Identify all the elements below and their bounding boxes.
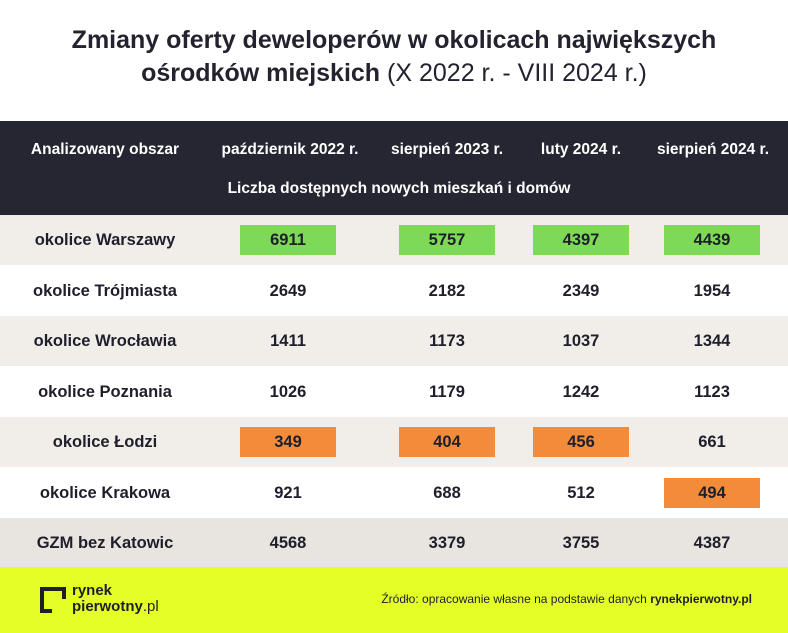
table-cell: 1173 <box>429 332 465 350</box>
table-cell: 5757 <box>399 225 495 255</box>
row-label: okolice Poznania <box>38 382 172 401</box>
row-label: okolice Wrocławia <box>33 332 177 350</box>
row-label: okolice Krakowa <box>39 483 171 502</box>
brand-logo-icon <box>40 587 66 613</box>
table-cell: 6911 <box>240 225 336 255</box>
brand-logo-text: rynek pierwotny.pl <box>72 583 159 615</box>
table-cell: 4387 <box>693 534 731 552</box>
table-cell: 1037 <box>562 332 600 350</box>
table-cell: 921 <box>274 483 302 502</box>
table-cell: 1411 <box>270 332 306 350</box>
table-row: okolice Łodzi 349 404 456 661 <box>0 417 788 467</box>
chart-title: Zmiany oferty deweloperów w okolicach na… <box>0 24 788 90</box>
title-line-1: Zmiany oferty deweloperów w okolicach na… <box>71 26 717 54</box>
table-cell: 512 <box>567 483 595 502</box>
logo-line-2: pierwotny.pl <box>72 599 159 615</box>
table-row: okolice Wrocławia 1411 1173 1037 1344 <box>0 316 788 366</box>
table-header: Analizowany obszar październik 2022 r. s… <box>0 121 788 215</box>
table-cell: 661 <box>698 433 726 451</box>
table-row: okolice Krakowa 921 688 512 494 <box>0 467 788 518</box>
title-line-2: ośrodków miejskich (X 2022 r. - VIII 202… <box>0 57 788 90</box>
table-cell: 1344 <box>693 332 731 350</box>
table-cell: 1242 <box>562 382 600 401</box>
row-label: GZM bez Katowic <box>36 534 174 552</box>
footer-bar: rynek pierwotny.pl Źródło: opracowanie w… <box>0 567 788 633</box>
logo-line-1: rynek <box>72 582 113 599</box>
table-cell: 1954 <box>693 281 731 300</box>
column-header: październik 2022 r. <box>221 141 359 158</box>
table-cell: 1179 <box>429 382 465 401</box>
table-row: okolice Warszawy 6911 5757 4397 4439 <box>0 215 788 265</box>
row-label: okolice Trójmiasta <box>33 281 177 300</box>
table-row: GZM bez Katowic 4568 3379 3755 4387 <box>0 518 788 568</box>
table-row: okolice Trójmiasta 2649 2182 2349 1954 <box>0 265 788 316</box>
column-header: luty 2024 r. <box>540 141 622 158</box>
table-subheader: Liczba dostępnych nowych mieszkań i domó… <box>227 180 571 197</box>
table-cell: 494 <box>664 477 760 508</box>
table-cell: 4568 <box>269 534 307 552</box>
table-cell: 456 <box>533 427 629 457</box>
table-cell: 349 <box>240 427 336 457</box>
title-line-2-bold: ośrodków miejskich <box>141 59 381 87</box>
source-text: Źródło: opracowanie własne na podstawie … <box>381 592 647 606</box>
table-cell: 1123 <box>694 382 730 401</box>
source-link: rynekpierwotny.pl <box>650 592 752 606</box>
table-cell: 404 <box>399 427 495 457</box>
title-date-range: (X 2022 r. - VIII 2024 r.) <box>387 59 647 87</box>
logo-suffix: .pl <box>142 598 159 615</box>
table-cell: 4397 <box>533 225 629 255</box>
table-cell: 2349 <box>562 281 600 300</box>
table-cell: 1026 <box>269 382 307 401</box>
table-cell: 688 <box>433 483 461 502</box>
table-cell: 4439 <box>664 225 760 255</box>
row-label: okolice Warszawy <box>34 231 176 249</box>
logo-name: pierwotny <box>72 598 143 615</box>
column-header: sierpień 2023 r. <box>390 141 504 158</box>
table-row: okolice Poznania 1026 1179 1242 1123 <box>0 366 788 417</box>
table-cell: 2182 <box>428 281 466 300</box>
source-note: Źródło: opracowanie własne na podstawie … <box>381 591 752 607</box>
table-cell: 3755 <box>562 534 600 552</box>
table-cell: 3379 <box>428 534 466 552</box>
column-header: sierpień 2024 r. <box>656 141 770 158</box>
area-column-header: Analizowany obszar <box>30 141 180 158</box>
table-cell: 2649 <box>269 281 307 300</box>
row-label: okolice Łodzi <box>52 433 158 451</box>
